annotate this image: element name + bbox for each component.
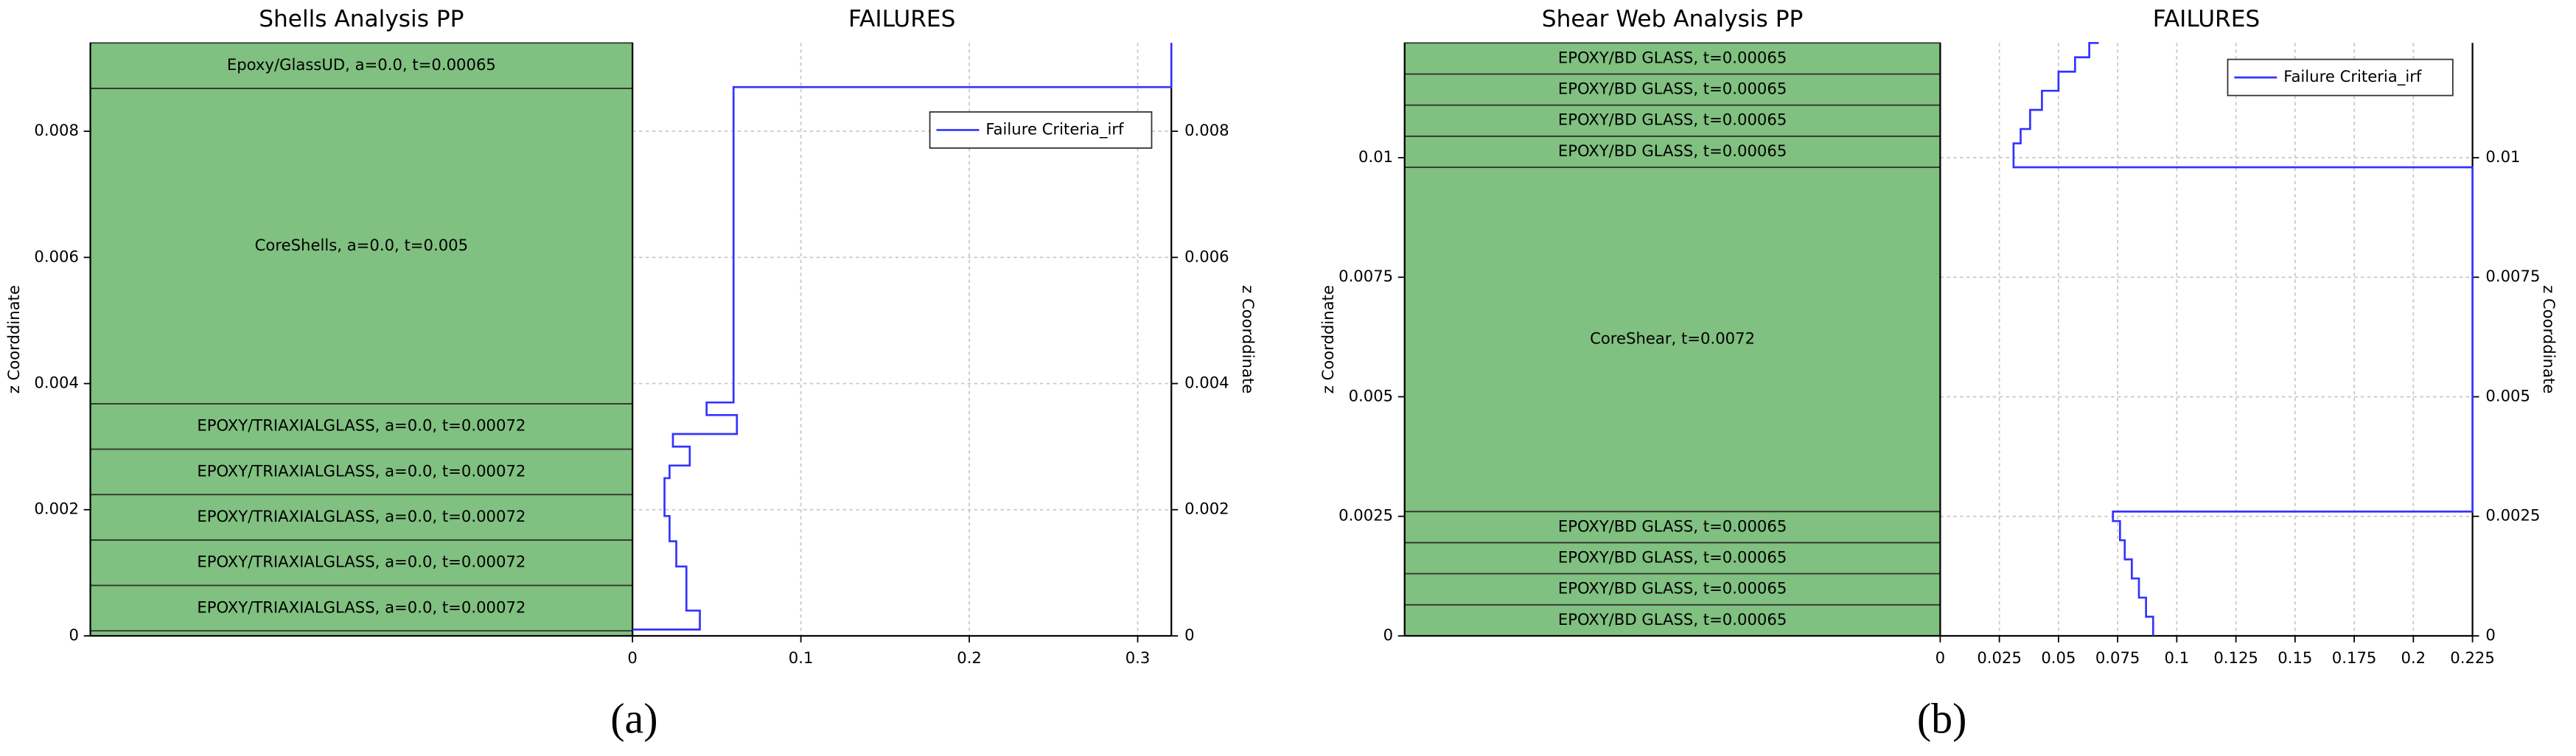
layer <box>89 88 634 405</box>
y-tick-label: 0.01 <box>1358 147 1393 166</box>
y2-tick-label: 0 <box>2485 626 2495 644</box>
layer <box>1403 603 1941 637</box>
x-tick-label: 0.175 <box>2332 648 2377 667</box>
chart-title: FAILURES <box>2153 6 2260 32</box>
y-tick-label: 0.0075 <box>1338 267 1393 285</box>
y-axis-label: z Coorddinate <box>4 285 23 393</box>
layer <box>1403 542 1941 575</box>
layer-label: EPOXY/BD GLASS, t=0.00065 <box>1558 610 1787 629</box>
y2-tick-label: 0.005 <box>2485 386 2530 405</box>
x-tick-label: 0.075 <box>2095 648 2140 667</box>
layer-label: EPOXY/BD GLASS, t=0.00065 <box>1558 111 1787 129</box>
layer <box>1403 73 1941 106</box>
layup-title: Shells Analysis PP <box>259 6 464 32</box>
layer-label: CoreShells, a=0.0, t=0.005 <box>255 236 468 254</box>
layer <box>89 42 634 89</box>
failure-line <box>2012 41 2474 636</box>
x-tick-label: 0.3 <box>1125 648 1151 667</box>
x-tick-label: 0 <box>627 648 637 667</box>
x-tick-label: 0.2 <box>957 648 982 667</box>
layer <box>1403 511 1941 544</box>
x-tick-label: 0 <box>1936 648 1945 667</box>
chart-title: FAILURES <box>848 6 955 32</box>
layer-label: EPOXY/TRIAXIALGLASS, a=0.0, t=0.00072 <box>197 553 526 571</box>
y2-axis-label: z Coorddinate <box>1239 285 1257 393</box>
layer <box>1403 42 1941 75</box>
y2-tick-label: 0.0025 <box>2485 506 2540 525</box>
y-tick-label: 0 <box>69 626 79 644</box>
y2-tick-label: 0.008 <box>1184 121 1229 139</box>
layer-label: EPOXY/TRIAXIALGLASS, a=0.0, t=0.00072 <box>197 598 526 616</box>
y-tick-label: 0.005 <box>1349 386 1394 405</box>
layer-label: CoreShear, t=0.0072 <box>1590 329 1755 348</box>
panel-label: (b) <box>1917 694 1967 742</box>
layer-label: EPOXY/BD GLASS, t=0.00065 <box>1558 579 1787 598</box>
legend-label: Failure Criteria_irf <box>2283 67 2422 85</box>
layer-label: Epoxy/GlassUD, a=0.0, t=0.00065 <box>227 55 496 74</box>
y-tick-label: 0.0025 <box>1338 506 1393 525</box>
x-tick-label: 0.05 <box>2041 648 2076 667</box>
layer <box>89 539 634 587</box>
x-tick-label: 0.1 <box>789 648 814 667</box>
y2-tick-label: 0.006 <box>1184 247 1229 265</box>
x-tick-label: 0.1 <box>2165 648 2190 667</box>
y2-tick-label: 0.004 <box>1184 374 1229 392</box>
layer-label: EPOXY/TRIAXIALGLASS, a=0.0, t=0.00072 <box>197 416 526 435</box>
layer-label: EPOXY/BD GLASS, t=0.00065 <box>1558 48 1787 66</box>
layer-label: EPOXY/TRIAXIALGLASS, a=0.0, t=0.00072 <box>197 461 526 480</box>
panel-label: (a) <box>610 694 657 742</box>
layer-label: EPOXY/BD GLASS, t=0.00065 <box>1558 517 1787 535</box>
y-tick-label: 0 <box>1383 626 1393 644</box>
y-tick-label: 0.008 <box>34 121 79 139</box>
y-tick-label: 0.002 <box>34 500 79 518</box>
y-tick-label: 0.004 <box>34 374 79 392</box>
y2-tick-label: 0.0075 <box>2485 267 2540 285</box>
y2-tick-label: 0 <box>1184 626 1194 644</box>
y2-axis-label: z Coorddinate <box>2540 285 2558 393</box>
x-tick-label: 0.2 <box>2401 648 2426 667</box>
y2-tick-label: 0.01 <box>2485 147 2520 166</box>
layer-label: EPOXY/BD GLASS, t=0.00065 <box>1558 141 1787 160</box>
layup-title: Shear Web Analysis PP <box>1542 6 1804 32</box>
y-axis-label: z Coorddinate <box>1319 285 1337 393</box>
y-tick-label: 0.006 <box>34 247 79 265</box>
y2-tick-label: 0.002 <box>1184 500 1229 518</box>
layer-label: EPOXY/BD GLASS, t=0.00065 <box>1558 80 1787 98</box>
x-tick-label: 0.125 <box>2213 648 2258 667</box>
layer <box>1403 167 1941 513</box>
legend-label: Failure Criteria_irf <box>985 119 1124 138</box>
x-tick-label: 0.025 <box>1977 648 2022 667</box>
x-tick-label: 0.225 <box>2450 648 2495 667</box>
failure-line <box>632 43 1173 631</box>
layer-label: EPOXY/BD GLASS, t=0.00065 <box>1558 547 1787 566</box>
x-tick-label: 0.15 <box>2277 648 2312 667</box>
layer-label: EPOXY/TRIAXIALGLASS, a=0.0, t=0.00072 <box>197 507 526 525</box>
